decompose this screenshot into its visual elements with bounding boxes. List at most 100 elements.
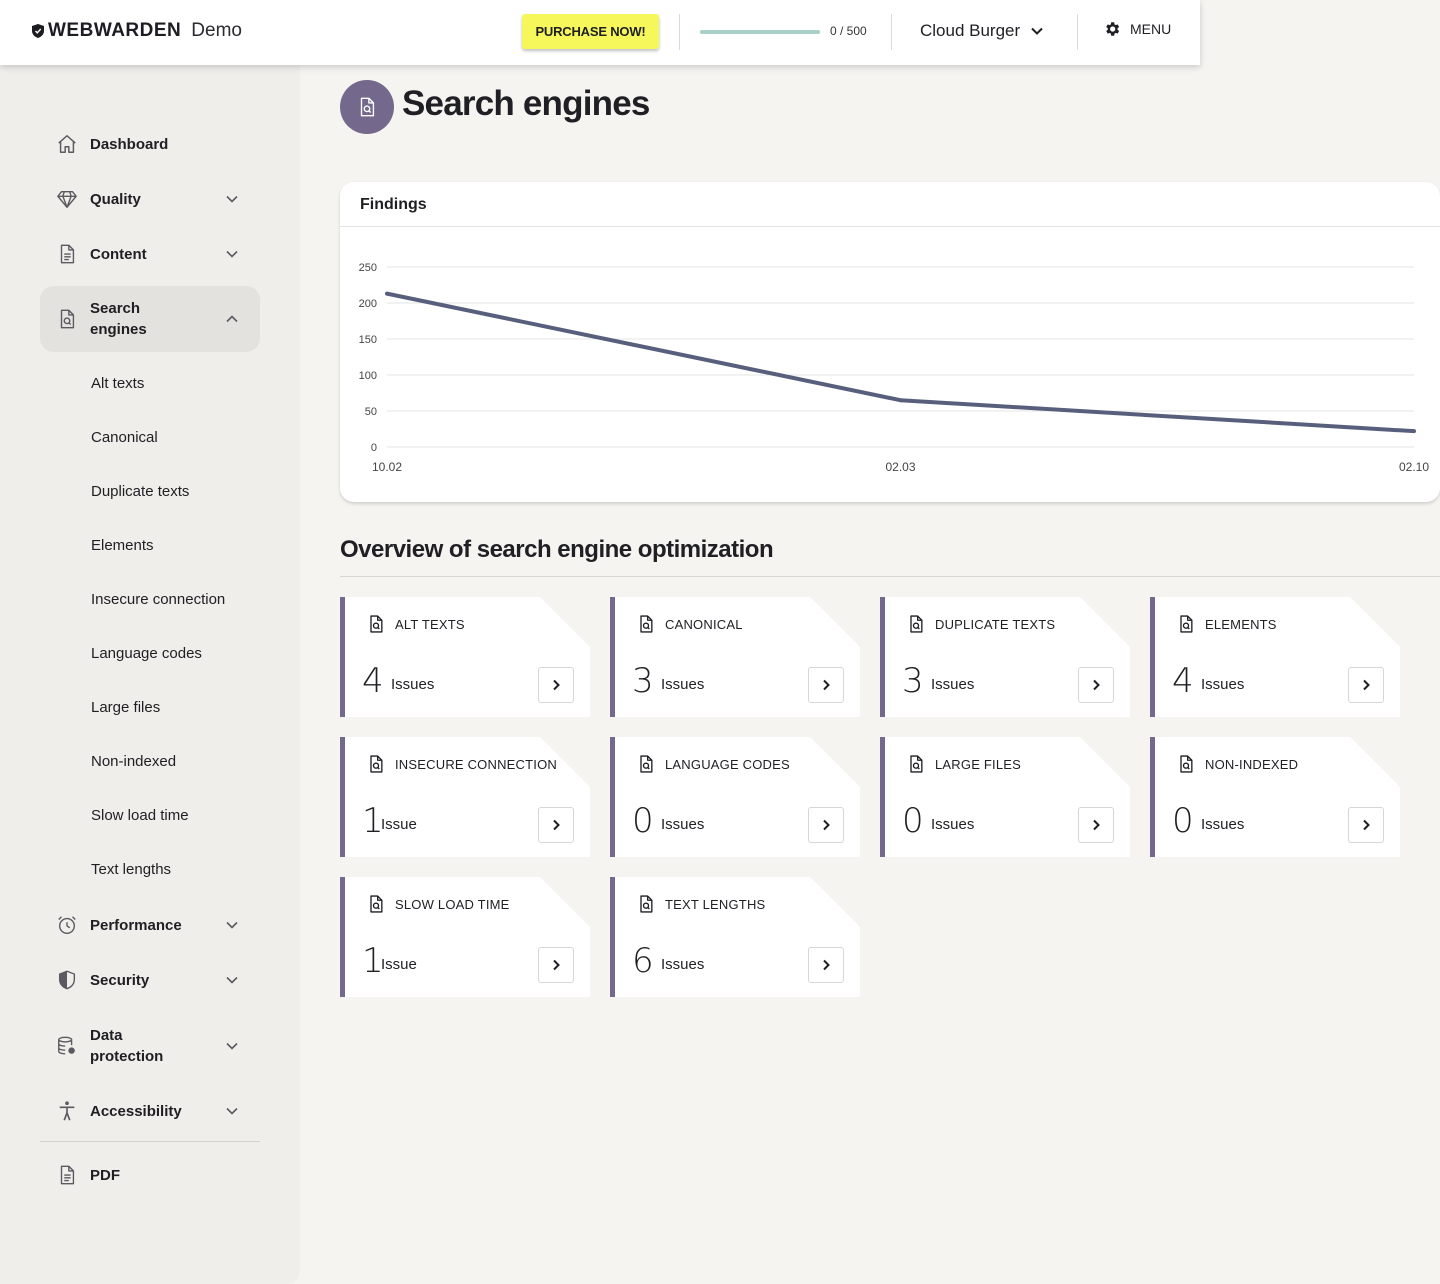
brand-suffix: Demo <box>191 20 242 41</box>
search-document-icon <box>1176 754 1196 774</box>
card-open-button[interactable] <box>1348 667 1384 703</box>
sidebar-item-label: Security <box>90 971 150 989</box>
sidebar-subitem-canonical[interactable]: Canonical <box>91 429 158 446</box>
sidebar-item-quality[interactable]: Quality <box>40 188 260 210</box>
header-divider <box>1077 14 1078 50</box>
overview-card-slow-load-time[interactable]: SLOW LOAD TIME 1 Issue <box>340 877 590 997</box>
sidebar-subitem-text-lengths[interactable]: Text lengths <box>91 861 172 878</box>
card-title: TEXT LENGTHS <box>665 897 766 912</box>
card-open-button[interactable] <box>808 807 844 843</box>
card-unit: Issues <box>661 676 705 693</box>
sidebar-subitem-language-codes[interactable]: Language codes <box>91 645 202 662</box>
overview-card-elements[interactable]: ELEMENTS 4 Issues <box>1150 597 1400 717</box>
search-document-icon <box>366 614 386 634</box>
y-tick-label: 50 <box>365 406 377 418</box>
sidebar-subitem-non-indexed[interactable]: Non-indexed <box>91 753 177 770</box>
card-open-button[interactable] <box>808 667 844 703</box>
y-tick-label: 250 <box>359 262 377 274</box>
card-count: 1 <box>362 801 384 841</box>
overview-card-language-codes[interactable]: LANGUAGE CODES 0 Issues <box>610 737 860 857</box>
database-lock-icon <box>56 1035 78 1057</box>
card-unit: Issues <box>1201 676 1245 693</box>
alarm-clock-icon <box>56 914 78 936</box>
overview-card-large-files[interactable]: LARGE FILES 0 Issues <box>880 737 1130 857</box>
chevron-right-icon <box>549 958 563 972</box>
sidebar-item-label: Dashboard <box>90 135 169 153</box>
search-document-icon <box>636 754 656 774</box>
chart-point[interactable] <box>1412 429 1416 434</box>
y-tick-label: 150 <box>359 334 377 346</box>
card-unit: Issues <box>1201 816 1245 833</box>
card-count: 4 <box>362 661 384 701</box>
menu-button[interactable]: MENU <box>1103 20 1171 38</box>
brand-name: WEBWARDEN <box>48 20 182 41</box>
card-count: 3 <box>632 661 654 701</box>
sidebar-item-pdf[interactable]: PDF <box>40 1164 260 1186</box>
sidebar-item-accessibility[interactable]: Accessibility <box>40 1100 260 1122</box>
card-title: DUPLICATE TEXTS <box>935 617 1056 632</box>
x-tick-label: 02.10 <box>1399 460 1429 474</box>
overview-card-text-lengths[interactable]: TEXT LENGTHS 6 Issues <box>610 877 860 997</box>
card-open-button[interactable] <box>1348 807 1384 843</box>
chevron-right-icon <box>819 678 833 692</box>
card-open-button[interactable] <box>1078 807 1114 843</box>
card-open-button[interactable] <box>538 947 574 983</box>
sidebar-item-search-engines[interactable]: Search engines <box>40 286 260 352</box>
chevron-down-icon <box>226 1042 238 1050</box>
sidebar-subitem-alt-texts[interactable]: Alt texts <box>91 375 145 392</box>
search-document-icon <box>366 894 386 914</box>
card-open-button[interactable] <box>808 947 844 983</box>
sidebar-subitem-slow-load-time[interactable]: Slow load time <box>91 807 189 824</box>
card-open-button[interactable] <box>1078 667 1114 703</box>
chevron-right-icon <box>549 678 563 692</box>
y-tick-label: 200 <box>359 298 377 310</box>
search-document-icon <box>636 614 656 634</box>
sidebar-item-content[interactable]: Content <box>40 243 260 265</box>
card-open-button[interactable] <box>538 667 574 703</box>
overview-card-duplicate-texts[interactable]: DUPLICATE TEXTS 3 Issues <box>880 597 1130 717</box>
findings-card: Findings 0 50 100 150 200 250 10.02 02.03 02.10 <box>340 182 1440 502</box>
card-unit: Issues <box>661 816 705 833</box>
card-title: SLOW LOAD TIME <box>395 897 510 912</box>
quota-progress-bar <box>700 30 820 34</box>
chart-point[interactable] <box>898 398 903 403</box>
chart-point[interactable] <box>385 291 389 296</box>
chevron-right-icon <box>549 818 563 832</box>
search-document-icon <box>636 894 656 914</box>
home-icon <box>56 133 78 155</box>
sidebar-item-performance[interactable]: Performance <box>40 914 260 936</box>
sidebar-item-label: Content <box>90 245 147 263</box>
overview-card-non-indexed[interactable]: NON-INDEXED 0 Issues <box>1150 737 1400 857</box>
y-tick-label: 0 <box>371 442 377 454</box>
overview-card-insecure-connection[interactable]: INSECURE CONNECTION 1 Issue <box>340 737 590 857</box>
card-title: INSECURE CONNECTION <box>395 757 557 772</box>
card-open-button[interactable] <box>538 807 574 843</box>
sidebar-item-data-protection[interactable]: Data protection <box>40 1024 260 1068</box>
chevron-up-icon <box>226 315 238 323</box>
sidebar: Dashboard Quality Content Search engines… <box>0 65 300 1284</box>
sidebar-item-security[interactable]: Security <box>40 969 260 991</box>
project-selector[interactable]: Cloud Burger <box>920 21 1044 41</box>
search-document-icon <box>1176 614 1196 634</box>
findings-title: Findings <box>340 182 1440 227</box>
overview-card-canonical[interactable]: CANONICAL 3 Issues <box>610 597 860 717</box>
sidebar-item-label: Data protection <box>90 1027 164 1065</box>
card-count: 0 <box>632 801 654 841</box>
sidebar-subitem-insecure-connection[interactable]: Insecure connection <box>91 591 226 608</box>
logo-shield-icon <box>32 24 44 38</box>
sidebar-subitem-large-files[interactable]: Large files <box>91 699 161 716</box>
chevron-down-icon <box>226 976 238 984</box>
purchase-button[interactable]: PURCHASE NOW! <box>522 14 659 49</box>
logo[interactable]: WEBWARDEN Demo <box>32 20 242 42</box>
chevron-right-icon <box>1089 678 1103 692</box>
project-name: Cloud Burger <box>920 21 1021 40</box>
sidebar-item-dashboard[interactable]: Dashboard <box>40 133 260 155</box>
sidebar-subitem-elements[interactable]: Elements <box>91 537 154 554</box>
card-unit: Issues <box>391 676 435 693</box>
sidebar-subitem-duplicate-texts[interactable]: Duplicate texts <box>91 483 190 500</box>
chevron-down-icon <box>226 921 238 929</box>
sidebar-item-label: PDF <box>90 1166 120 1184</box>
chevron-right-icon <box>1359 678 1373 692</box>
overview-card-alt-texts[interactable]: ALT TEXTS 4 Issues <box>340 597 590 717</box>
diamond-icon <box>56 188 78 210</box>
